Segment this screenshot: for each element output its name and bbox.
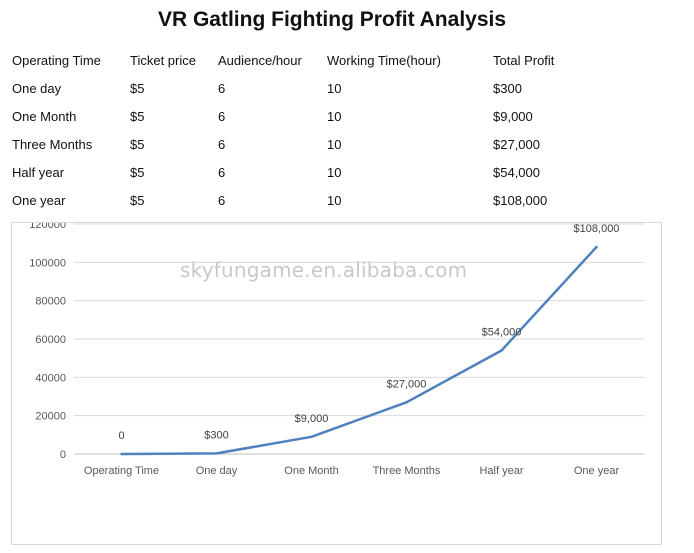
cell-audience-hour: 6 bbox=[218, 108, 226, 124]
cell-working-time: 10 bbox=[327, 164, 342, 180]
table-row: One year $5 6 10 $108,000 bbox=[6, 186, 603, 214]
cell-operating-time: Half year bbox=[12, 164, 65, 180]
data-label: $54,000 bbox=[482, 327, 522, 339]
data-point bbox=[310, 435, 313, 438]
table-row: One Month $5 6 10 $9,000 bbox=[6, 102, 603, 130]
cell-working-time: 10 bbox=[327, 80, 342, 96]
cell-ticket-price: $5 bbox=[130, 192, 145, 208]
table-header-row: Operating Time Ticket price Audience/hou… bbox=[6, 46, 603, 74]
cell-ticket-price: $5 bbox=[130, 164, 145, 180]
cell-working-time: 10 bbox=[327, 192, 342, 208]
data-point bbox=[120, 452, 123, 456]
x-tick-label: Operating Time bbox=[84, 465, 159, 477]
page-title: VR Gatling Fighting Profit Analysis bbox=[157, 8, 507, 31]
table-row: One day $5 6 10 $300 bbox=[6, 74, 603, 102]
cell-audience-hour: 6 bbox=[218, 80, 226, 96]
profit-line-chart: 0 20000 40000 60000 80000 100000 120000 Operati… bbox=[29, 223, 644, 477]
series-line bbox=[120, 245, 598, 456]
watermark: skyfungame.en.alibaba.com bbox=[180, 258, 468, 282]
y-tick-label: 40000 bbox=[35, 372, 66, 384]
cell-audience-hour: 6 bbox=[218, 192, 226, 208]
header-total-profit: Total Profit bbox=[493, 52, 555, 68]
x-tick-label: One year bbox=[574, 465, 620, 477]
header-ticket-price: Ticket price bbox=[130, 52, 196, 68]
cell-operating-time: One day bbox=[12, 80, 62, 96]
y-tick-label: 20000 bbox=[35, 411, 66, 423]
cell-working-time: 10 bbox=[327, 108, 342, 124]
cell-audience-hour: 6 bbox=[218, 136, 226, 152]
cell-audience-hour: 6 bbox=[218, 164, 226, 180]
cell-operating-time: Three Months bbox=[12, 136, 93, 152]
cell-total-profit: $54,000 bbox=[493, 164, 540, 180]
data-label: $27,000 bbox=[387, 378, 427, 390]
y-tick-label: 120000 bbox=[29, 223, 66, 231]
data-point bbox=[215, 452, 218, 455]
cell-operating-time: One year bbox=[12, 192, 66, 208]
cell-ticket-price: $5 bbox=[130, 80, 145, 96]
data-label: $300 bbox=[204, 429, 228, 441]
cell-operating-time: One Month bbox=[12, 108, 77, 124]
y-tick-label: 60000 bbox=[35, 334, 66, 346]
cell-working-time: 10 bbox=[327, 136, 342, 152]
data-label: $108,000 bbox=[574, 223, 620, 235]
y-tick-label: 100000 bbox=[29, 257, 66, 269]
cell-ticket-price: $5 bbox=[130, 108, 145, 124]
data-point bbox=[405, 401, 408, 404]
data-point bbox=[595, 245, 598, 249]
x-tick-label: Three Months bbox=[373, 465, 441, 477]
x-tick-label: Half year bbox=[479, 465, 523, 477]
header-operating-time: Operating Time bbox=[12, 52, 101, 68]
chart-area: 0 20000 40000 60000 80000 100000 120000 Operati… bbox=[11, 222, 662, 545]
header-working-time: Working Time(hour) bbox=[327, 52, 441, 68]
header-audience-hour: Audience/hour bbox=[218, 52, 302, 68]
table-row: Half year $5 6 10 $54,000 bbox=[6, 158, 603, 186]
y-tick-label: 0 bbox=[60, 449, 66, 461]
cell-total-profit: $27,000 bbox=[493, 136, 540, 152]
data-label: $9,000 bbox=[295, 413, 329, 425]
x-tick-label: One Month bbox=[284, 465, 338, 477]
data-label: 0 bbox=[118, 430, 124, 442]
cell-total-profit: $108,000 bbox=[493, 192, 548, 208]
cell-total-profit: $300 bbox=[493, 80, 522, 96]
data-point bbox=[500, 349, 503, 352]
table-row: Three Months $5 6 10 $27,000 bbox=[6, 130, 603, 158]
profit-table: Operating Time Ticket price Audience/hou… bbox=[6, 46, 603, 214]
x-tick-label: One day bbox=[196, 465, 238, 477]
cell-ticket-price: $5 bbox=[130, 136, 145, 152]
cell-total-profit: $9,000 bbox=[493, 108, 533, 124]
y-tick-label: 80000 bbox=[35, 296, 66, 308]
